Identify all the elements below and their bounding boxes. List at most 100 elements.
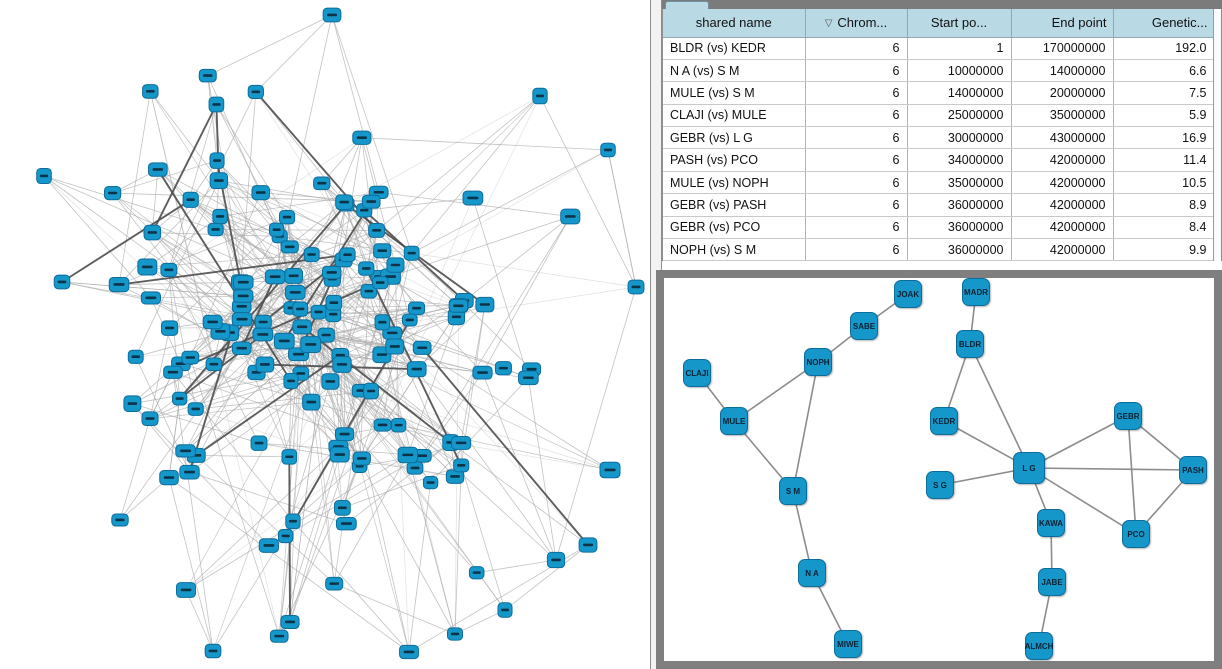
network-node[interactable]	[204, 643, 222, 659]
network-node[interactable]	[187, 402, 204, 416]
network-node[interactable]	[247, 84, 264, 100]
network-node[interactable]	[334, 499, 351, 516]
table-cell[interactable]: 6	[805, 238, 908, 262]
table-cell[interactable]: 6	[805, 59, 908, 83]
network-node[interactable]	[363, 382, 379, 400]
network-node[interactable]	[546, 551, 566, 569]
network-node[interactable]	[232, 275, 254, 290]
network-node[interactable]	[310, 304, 327, 320]
network-node[interactable]	[208, 96, 225, 113]
network-node[interactable]	[390, 418, 407, 433]
network-node[interactable]	[412, 340, 432, 355]
network-node[interactable]	[335, 194, 354, 210]
table-cell[interactable]: 42000000	[1011, 216, 1114, 240]
network-node[interactable]	[300, 336, 322, 353]
table-row[interactable]: GEBR (vs) PCO 6 36000000 42000000 8.4	[663, 216, 1215, 240]
subnetwork-node-MADR[interactable]: MADR	[962, 278, 990, 306]
network-node[interactable]	[374, 314, 391, 331]
table-row[interactable]: NOPH (vs) S M 6 36000000 42000000 9.9	[663, 238, 1215, 262]
network-node[interactable]	[141, 411, 159, 426]
network-node[interactable]	[159, 470, 179, 486]
table-cell[interactable]: 36000000	[907, 193, 1012, 217]
main-network-panel[interactable]	[0, 0, 650, 669]
network-node[interactable]	[325, 576, 344, 591]
table-cell[interactable]: MULE (vs) NOPH	[663, 171, 806, 195]
table-cell[interactable]: NOPH (vs) S M	[663, 238, 806, 262]
network-node[interactable]	[332, 356, 352, 373]
table-cell[interactable]: 1	[907, 37, 1012, 60]
column-header-0[interactable]: shared name	[663, 9, 806, 38]
network-node[interactable]	[212, 208, 228, 225]
filter-icon[interactable]: ▽	[824, 18, 833, 30]
table-cell[interactable]: 11.4	[1113, 148, 1215, 172]
network-node[interactable]	[108, 276, 130, 293]
network-node[interactable]	[255, 356, 275, 373]
network-node[interactable]	[182, 191, 199, 208]
table-cell[interactable]: GEBR (vs) PCO	[663, 216, 806, 240]
network-node[interactable]	[599, 461, 621, 479]
column-header-2[interactable]: Start po...	[907, 9, 1012, 38]
table-cell[interactable]: 8.4	[1113, 216, 1215, 240]
network-node[interactable]	[453, 458, 470, 473]
subnetwork-node-JOAK[interactable]: JOAK	[894, 280, 922, 308]
network-node[interactable]	[360, 283, 378, 299]
table-cell[interactable]: 25000000	[907, 104, 1012, 128]
network-node[interactable]	[147, 162, 168, 177]
network-node[interactable]	[198, 68, 217, 83]
network-node[interactable]	[273, 332, 295, 350]
table-row[interactable]: BLDR (vs) KEDR 6 1 170000000 192.0	[663, 37, 1215, 60]
network-node[interactable]	[176, 582, 196, 598]
network-node[interactable]	[142, 84, 159, 99]
subnetwork-node-S-M[interactable]: S M	[779, 477, 807, 505]
network-node[interactable]	[373, 243, 392, 259]
network-node[interactable]	[373, 418, 392, 432]
subnetwork-node-L-G[interactable]: L G	[1013, 452, 1045, 484]
network-node[interactable]	[232, 289, 254, 303]
table-cell[interactable]: 42000000	[1011, 171, 1114, 195]
network-node[interactable]	[317, 327, 335, 343]
network-node[interactable]	[358, 261, 375, 276]
network-node[interactable]	[497, 602, 513, 618]
table-cell[interactable]: 10.5	[1113, 171, 1215, 195]
network-node[interactable]	[278, 210, 296, 225]
network-node[interactable]	[137, 258, 158, 276]
table-cell[interactable]: 9.9	[1113, 238, 1215, 262]
network-node[interactable]	[446, 627, 464, 641]
network-node[interactable]	[352, 130, 372, 145]
table-cell[interactable]: 43000000	[1011, 126, 1114, 150]
main-network-canvas[interactable]	[0, 0, 650, 669]
network-node[interactable]	[532, 87, 548, 105]
network-node[interactable]	[322, 7, 342, 23]
network-node[interactable]	[627, 279, 645, 295]
network-node[interactable]	[264, 269, 286, 285]
table-panel-tab[interactable]	[665, 1, 709, 9]
table-cell[interactable]: 14000000	[907, 81, 1012, 105]
table-row[interactable]: CLAJI (vs) MULE 6 25000000 35000000 5.9	[663, 104, 1215, 128]
table-cell[interactable]: 5.9	[1113, 104, 1215, 128]
network-node[interactable]	[283, 372, 299, 390]
table-cell[interactable]: 20000000	[1011, 81, 1114, 105]
network-node[interactable]	[127, 349, 144, 364]
table-cell[interactable]: 35000000	[907, 171, 1012, 195]
table-row[interactable]: MULE (vs) NOPH 6 35000000 42000000 10.5	[663, 171, 1215, 195]
network-node[interactable]	[494, 361, 512, 376]
network-node[interactable]	[284, 285, 306, 300]
network-node[interactable]	[401, 313, 418, 327]
network-node[interactable]	[251, 185, 270, 201]
table-cell[interactable]: 6	[805, 148, 908, 172]
network-node[interactable]	[385, 338, 405, 355]
subnetwork-node-KEDR[interactable]: KEDR	[930, 407, 958, 435]
network-node[interactable]	[172, 391, 188, 406]
network-node[interactable]	[406, 461, 424, 475]
network-node[interactable]	[163, 365, 183, 379]
table-cell[interactable]: CLAJI (vs) MULE	[663, 104, 806, 128]
table-row[interactable]: GEBR (vs) L G 6 30000000 43000000 16.9	[663, 126, 1215, 150]
table-cell[interactable]: 34000000	[907, 148, 1012, 172]
network-node[interactable]	[472, 365, 493, 380]
network-node[interactable]	[254, 314, 272, 330]
network-node[interactable]	[406, 361, 427, 378]
subnetwork-node-NOPH[interactable]: NOPH	[804, 348, 832, 376]
subnetwork-node-N-A[interactable]: N A	[798, 559, 826, 587]
network-node[interactable]	[399, 644, 419, 660]
network-node[interactable]	[143, 224, 162, 241]
